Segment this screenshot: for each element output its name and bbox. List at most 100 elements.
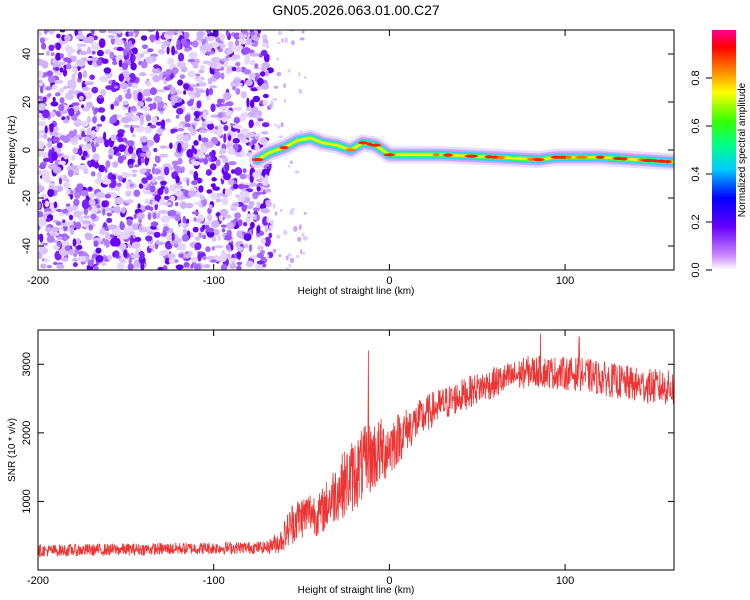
- spectrogram-noise-blob: [206, 189, 213, 194]
- spectrogram-noise-blob: [184, 123, 191, 128]
- spectrogram-noise-blob: [214, 126, 219, 130]
- spectrogram-noise-blob: [152, 212, 157, 220]
- spectrogram-noise-blob: [71, 102, 80, 106]
- spectrogram-noise-blob: [156, 175, 165, 181]
- spectrogram-noise-blob: [112, 60, 118, 66]
- spectrogram-noise-blob: [160, 180, 167, 185]
- spectrogram-noise-blob: [262, 93, 269, 99]
- spectrogram-noise-blob: [118, 59, 123, 68]
- spectrogram-noise-blob: [274, 211, 278, 216]
- spectrogram-noise-blob: [128, 145, 134, 154]
- spectrogram-noise-blob: [50, 226, 60, 232]
- spectrogram-noise-blob: [95, 247, 102, 254]
- spectrogram-noise-blob: [254, 144, 260, 151]
- spectrogram-noise-blob: [47, 141, 53, 148]
- spectrogram-noise-blob: [65, 190, 72, 195]
- spectrogram-noise-blob: [139, 53, 144, 58]
- spectrogram-noise-blob: [113, 100, 120, 107]
- spectrogram-noise-blob: [120, 116, 131, 124]
- spectrogram-noise-blob: [130, 235, 134, 245]
- spectrogram-noise-blob: [154, 155, 161, 164]
- spectrogram-noise-blob: [142, 44, 148, 50]
- spectrogram-noise-blob: [93, 265, 99, 270]
- spectrogram-noise-blob: [207, 35, 214, 42]
- spectrogram-noise-blob: [157, 266, 164, 270]
- snr-panel: -200 -100 0 100 1000 2000 3000 Height of stra…: [7, 329, 675, 596]
- spectrogram-noise-blob: [110, 37, 116, 45]
- spectrogram-noise-blob: [221, 58, 230, 62]
- spectrogram-noise-blob: [213, 30, 219, 38]
- spectrogram-noise-blob: [167, 58, 175, 65]
- spectrogram-noise-blob: [197, 252, 202, 262]
- spectrogram-noise-blob: [303, 76, 307, 79]
- spectrogram-noise-blob: [223, 61, 228, 68]
- spectrogram-noise-blob: [47, 93, 52, 97]
- spectrogram-noise-blob: [105, 85, 113, 90]
- spectrogram-noise-blob: [103, 67, 112, 74]
- spectrogram-hot-spot: [279, 146, 289, 150]
- spectrogram-noise-blob: [108, 207, 118, 212]
- spectrogram-noise-blob: [174, 213, 181, 222]
- spectrogram-noise-blob: [265, 44, 270, 49]
- spectrogram-noise-blob: [142, 88, 152, 97]
- spectrogram-y-axis-label: Frequency (Hz): [7, 116, 18, 185]
- spectrogram-noise-blob: [149, 206, 154, 211]
- spectrogram-y-tick-label: 40: [21, 48, 33, 60]
- spectrogram-noise-blob: [262, 99, 268, 106]
- spectrogram-noise-blob: [149, 87, 157, 96]
- spectrogram-noise-blob: [199, 64, 206, 72]
- spectrogram-noise-blob: [217, 112, 224, 118]
- spectrogram-noise-blob: [89, 74, 95, 80]
- spectrogram-noise-blob: [52, 185, 59, 190]
- spectrogram-noise-blob: [44, 200, 50, 208]
- spectrogram-noise-blob: [190, 264, 194, 269]
- spectrogram-noise-blob: [104, 231, 110, 240]
- spectrogram-noise-blob: [160, 119, 166, 129]
- spectrogram-noise-blob: [171, 67, 179, 75]
- spectrogram-noise-blob: [62, 219, 66, 224]
- spectrogram-noise-blob: [132, 47, 138, 55]
- spectrogram-noise-blob: [132, 173, 137, 177]
- spectrogram-noise-blob: [254, 263, 265, 270]
- spectrogram-noise-blob: [190, 84, 198, 88]
- spectrogram-noise-blob: [95, 126, 100, 132]
- spectrogram-noise-blob: [76, 59, 85, 67]
- spectrogram-noise-blob: [281, 38, 284, 43]
- spectrogram-noise-blob: [166, 233, 172, 241]
- spectrogram-noise-blob: [303, 236, 308, 241]
- spectrogram-noise-blob: [260, 237, 266, 245]
- spectrogram-noise-blob: [42, 109, 50, 119]
- spectrogram-noise-blob: [163, 226, 170, 232]
- spectrogram-noise-blob: [70, 155, 76, 161]
- spectrogram-noise-blob: [138, 88, 143, 92]
- spectrogram-hot-spot: [575, 155, 588, 159]
- spectrogram-noise-blob: [58, 103, 65, 112]
- spectrogram-noise-blob: [254, 235, 262, 239]
- spectrogram-noise-blob: [107, 34, 115, 39]
- spectrogram-noise-blob: [38, 225, 41, 231]
- spectrogram-noise-blob: [138, 250, 145, 260]
- spectrogram-noise-blob: [128, 40, 133, 47]
- spectrogram-noise-blob: [82, 150, 88, 157]
- spectrogram-noise-blob: [58, 160, 67, 165]
- spectrogram-noise-blob: [265, 227, 268, 233]
- spectrogram-noise-blob: [193, 148, 197, 155]
- spectrogram-noise-blob: [76, 118, 82, 127]
- spectrogram-noise-blob: [138, 218, 143, 224]
- spectrogram-noise-blob: [169, 142, 173, 149]
- spectrogram-noise-blob: [150, 73, 155, 77]
- spectrogram-signal-track: [249, 129, 674, 171]
- spectrogram-noise-blob: [183, 83, 190, 90]
- spectrogram-noise-blob: [131, 169, 138, 173]
- spectrogram-noise-blob: [177, 128, 185, 132]
- spectrogram-noise-blob: [137, 203, 141, 209]
- spectrogram-noise-blob: [100, 115, 106, 122]
- spectrogram-noise-blob: [69, 227, 75, 236]
- spectrogram-noise-blob: [299, 37, 305, 41]
- spectrogram-noise-blob: [257, 245, 264, 251]
- spectrogram-noise-blob: [264, 188, 272, 193]
- spectrogram-noise-blob: [41, 169, 50, 177]
- spectrogram-noise-blob: [47, 75, 56, 83]
- spectrogram-noise-blob: [201, 198, 208, 207]
- spectrogram-noise-blob: [59, 87, 65, 93]
